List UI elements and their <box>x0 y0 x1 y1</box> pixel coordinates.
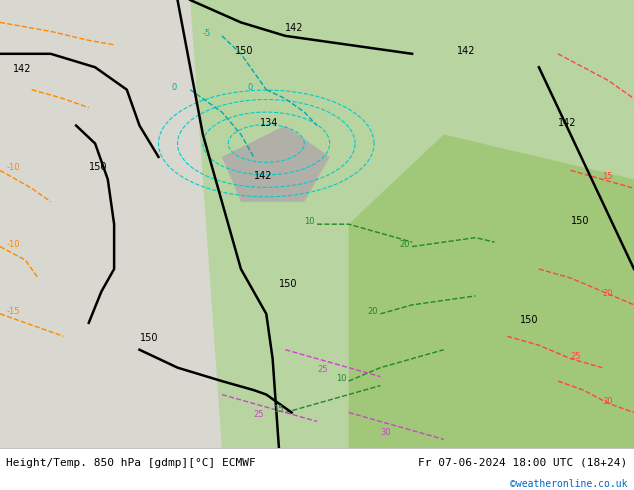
Text: 25: 25 <box>317 365 328 374</box>
Text: 142: 142 <box>285 24 304 33</box>
Text: Height/Temp. 850 hPa [gdmp][°C] ECMWF: Height/Temp. 850 hPa [gdmp][°C] ECMWF <box>6 458 256 468</box>
Text: -10: -10 <box>6 163 20 172</box>
Text: 150: 150 <box>89 162 107 172</box>
Text: 20: 20 <box>399 240 410 248</box>
Text: 142: 142 <box>13 64 31 74</box>
Polygon shape <box>190 0 634 448</box>
Text: 150: 150 <box>235 46 253 56</box>
Text: Fr 07-06-2024 18:00 UTC (18+24): Fr 07-06-2024 18:00 UTC (18+24) <box>418 458 628 468</box>
Text: 150: 150 <box>139 333 158 343</box>
Text: 10: 10 <box>336 374 347 383</box>
Text: 0: 0 <box>247 83 252 92</box>
Text: -5: -5 <box>203 29 211 38</box>
Polygon shape <box>0 0 222 448</box>
Polygon shape <box>222 125 330 202</box>
Text: 0: 0 <box>171 83 176 92</box>
Text: 150: 150 <box>520 315 538 325</box>
Text: 25: 25 <box>571 352 581 361</box>
Text: 142: 142 <box>456 46 475 56</box>
Text: 30: 30 <box>602 396 613 406</box>
Text: 20: 20 <box>602 289 613 298</box>
Text: ©weatheronline.co.uk: ©weatheronline.co.uk <box>510 479 628 489</box>
Text: 150: 150 <box>571 216 589 226</box>
Polygon shape <box>349 135 634 448</box>
Text: -15: -15 <box>6 307 20 316</box>
Text: 142: 142 <box>254 172 272 181</box>
Text: 20: 20 <box>368 307 378 316</box>
Text: 142: 142 <box>558 118 576 127</box>
Text: 15: 15 <box>602 172 613 181</box>
Text: 150: 150 <box>279 279 297 289</box>
Text: 10: 10 <box>304 217 315 226</box>
Text: 134: 134 <box>260 118 278 127</box>
Text: 30: 30 <box>380 428 391 437</box>
Text: 15: 15 <box>273 406 283 415</box>
Text: 25: 25 <box>254 410 264 419</box>
Text: -10: -10 <box>6 240 20 248</box>
